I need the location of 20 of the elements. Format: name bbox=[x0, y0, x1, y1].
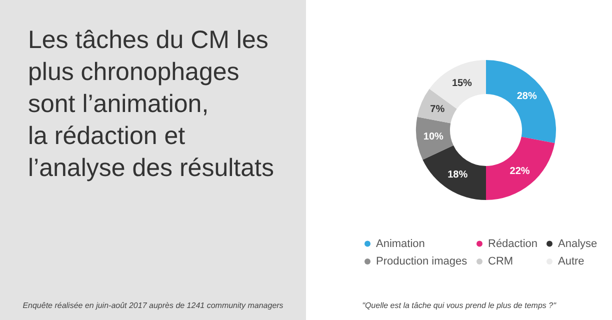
donut-slice bbox=[486, 60, 556, 144]
legend-label: Analyse bbox=[558, 238, 598, 250]
text: Enquête réalisée en juin-août 2017 auprès de 1241 community managers bbox=[22, 301, 284, 310]
legend-label: CRM bbox=[488, 256, 514, 268]
text: "Quelle est la tâche qui vous prend le plus de temps ?" bbox=[362, 301, 558, 310]
data-label: 15% bbox=[452, 78, 472, 89]
donut-slice bbox=[486, 136, 555, 200]
data-label: 10% bbox=[423, 132, 444, 143]
donut-slice bbox=[416, 116, 454, 160]
data-label: 28% bbox=[516, 91, 537, 102]
donut-slice bbox=[417, 88, 457, 124]
text: Les tâches du CM les plus chronophages sont l’animation, la rédaction et l’analyse des résultats bbox=[28, 26, 274, 182]
data-label: 22% bbox=[510, 166, 530, 177]
data-label: 18% bbox=[448, 170, 468, 181]
legend-label: Production images bbox=[376, 256, 468, 268]
legend-label: Animation bbox=[376, 238, 425, 250]
donut-slice bbox=[422, 145, 486, 200]
legend-label: Rédaction bbox=[488, 238, 538, 250]
data-label: 7% bbox=[430, 104, 445, 115]
legend-label: Autre bbox=[558, 256, 584, 268]
